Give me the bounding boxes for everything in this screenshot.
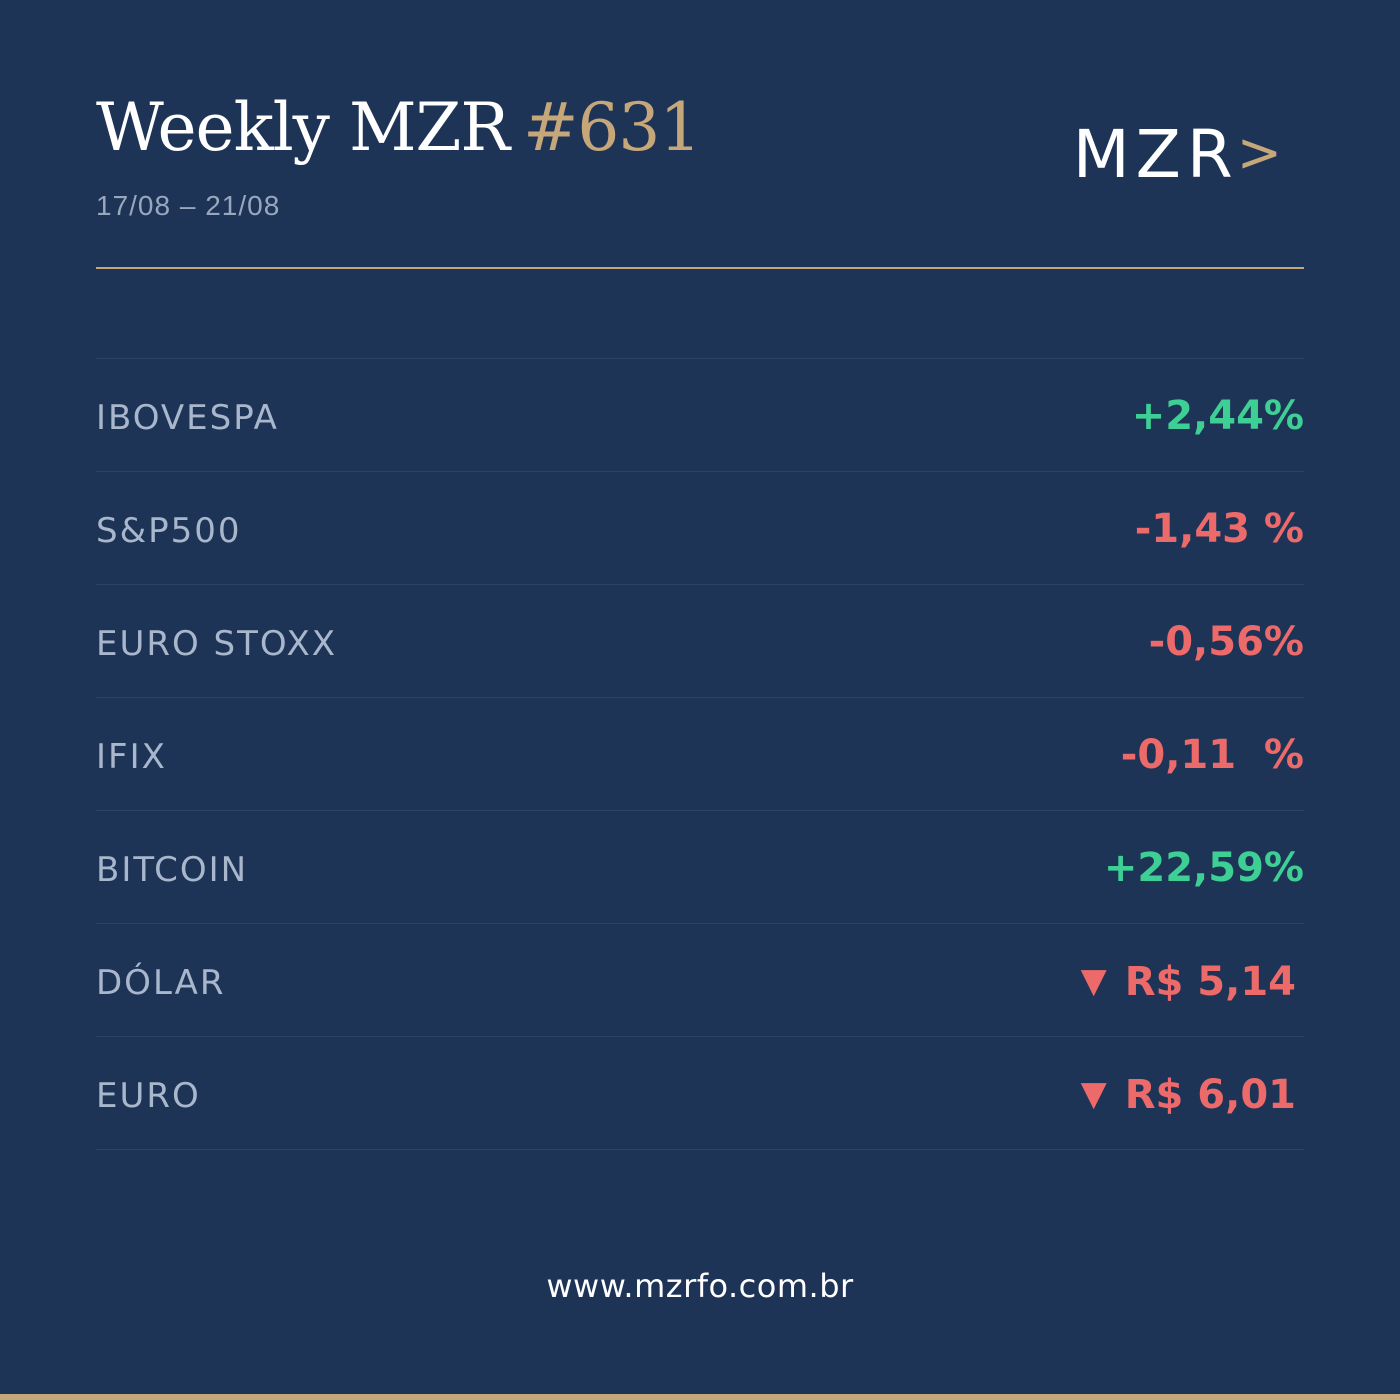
- table-row: S&P500 -1,43 %: [96, 472, 1304, 585]
- chevron-right-icon: >: [1236, 121, 1282, 184]
- row-value: -0,56%: [1148, 619, 1304, 665]
- date-range: 17/08 – 21/08: [96, 190, 281, 221]
- currency-value: R$ 5,14: [1124, 959, 1296, 1005]
- row-value: -1,43 %: [1134, 506, 1304, 552]
- row-label: EURO: [96, 1076, 201, 1116]
- row-value: +2,44%: [1131, 393, 1304, 439]
- row-label: EURO STOXX: [96, 624, 338, 664]
- table-row: IBOVESPA +2,44%: [96, 359, 1304, 472]
- title-text: Weekly MZR: [96, 89, 510, 166]
- row-label: IBOVESPA: [96, 398, 279, 438]
- row-label: IFIX: [96, 737, 167, 777]
- row-value: +22,59%: [1103, 845, 1304, 891]
- header-divider: [96, 267, 1304, 269]
- logo-text: MZR: [1072, 116, 1239, 193]
- down-triangle-icon: ▼: [1080, 1074, 1107, 1114]
- currency-value: R$ 6,01: [1124, 1072, 1296, 1118]
- footer-url[interactable]: www.mzrfo.com.br: [546, 1267, 854, 1305]
- table-row: IFIX -0,11 %: [96, 698, 1304, 811]
- header: Weekly MZR #631 17/08 – 21/08 MZR>: [96, 88, 1304, 268]
- row-label: DÓLAR: [96, 963, 226, 1003]
- row-value: ▼ R$ 6,01: [1081, 1037, 1296, 1149]
- bottom-accent-bar: [0, 1394, 1400, 1400]
- row-label: BITCOIN: [96, 850, 249, 890]
- table-row: EURO STOXX -0,56%: [96, 585, 1304, 698]
- row-value: -0,11 %: [1120, 732, 1304, 778]
- row-value: ▼ R$ 5,14: [1081, 924, 1296, 1036]
- down-triangle-icon: ▼: [1080, 961, 1107, 1001]
- table-row: EURO ▼ R$ 6,01: [96, 1037, 1304, 1150]
- table-row: DÓLAR ▼ R$ 5,14: [96, 924, 1304, 1037]
- page-title: Weekly MZR #631: [96, 88, 701, 168]
- table-row: BITCOIN +22,59%: [96, 811, 1304, 924]
- market-table: IBOVESPA +2,44% S&P500 -1,43 % EURO STOX…: [96, 358, 1304, 1150]
- mzr-logo: MZR>: [1073, 118, 1282, 190]
- issue-number: #631: [523, 89, 701, 166]
- row-label: S&P500: [96, 511, 242, 551]
